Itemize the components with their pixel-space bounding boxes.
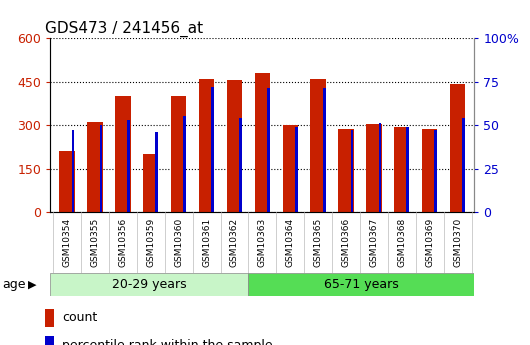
Bar xyxy=(295,127,298,212)
Bar xyxy=(100,125,102,212)
Bar xyxy=(211,87,214,212)
Bar xyxy=(143,154,158,212)
Text: GSM10362: GSM10362 xyxy=(230,218,239,267)
Bar xyxy=(255,73,270,212)
Bar xyxy=(407,127,409,212)
Bar xyxy=(45,309,55,326)
Bar xyxy=(199,79,214,212)
Bar xyxy=(248,273,474,296)
Text: GSM10360: GSM10360 xyxy=(174,218,183,267)
Bar xyxy=(394,127,410,212)
Bar xyxy=(45,336,55,345)
Text: GDS473 / 241456_at: GDS473 / 241456_at xyxy=(45,21,203,37)
Text: GSM10356: GSM10356 xyxy=(118,218,127,267)
Text: GSM10365: GSM10365 xyxy=(314,218,323,267)
Bar xyxy=(171,96,187,212)
Text: percentile rank within the sample: percentile rank within the sample xyxy=(62,339,273,345)
Bar xyxy=(59,151,75,212)
Text: age: age xyxy=(3,278,26,291)
Bar xyxy=(422,129,437,212)
Bar xyxy=(267,88,270,212)
Text: GSM10367: GSM10367 xyxy=(369,218,378,267)
Text: GSM10355: GSM10355 xyxy=(91,218,100,267)
Text: GSM10364: GSM10364 xyxy=(286,218,295,267)
Bar xyxy=(183,116,186,212)
Bar xyxy=(227,80,242,212)
Bar xyxy=(155,132,158,212)
Text: GSM10368: GSM10368 xyxy=(398,218,407,267)
Text: GSM10354: GSM10354 xyxy=(63,218,72,267)
Text: GSM10366: GSM10366 xyxy=(341,218,350,267)
Bar xyxy=(351,130,354,212)
Text: GSM10361: GSM10361 xyxy=(202,218,211,267)
Bar xyxy=(239,118,242,212)
Text: GSM10363: GSM10363 xyxy=(258,218,267,267)
Bar xyxy=(462,118,465,212)
Bar xyxy=(72,130,75,212)
Bar xyxy=(323,88,325,212)
Bar xyxy=(50,273,248,296)
Bar xyxy=(128,120,130,212)
Bar xyxy=(115,96,130,212)
Bar xyxy=(378,123,381,212)
Bar xyxy=(338,129,354,212)
Text: 20-29 years: 20-29 years xyxy=(112,278,187,291)
Text: ▶: ▶ xyxy=(28,279,36,289)
Bar xyxy=(311,79,326,212)
Bar xyxy=(282,125,298,212)
Bar xyxy=(366,124,382,212)
Text: GSM10370: GSM10370 xyxy=(453,218,462,267)
Bar xyxy=(434,130,437,212)
Text: GSM10359: GSM10359 xyxy=(146,218,155,267)
Text: 65-71 years: 65-71 years xyxy=(324,278,399,291)
Bar xyxy=(87,122,103,212)
Text: GSM10369: GSM10369 xyxy=(425,218,434,267)
Bar xyxy=(450,85,465,212)
Text: count: count xyxy=(62,311,98,324)
